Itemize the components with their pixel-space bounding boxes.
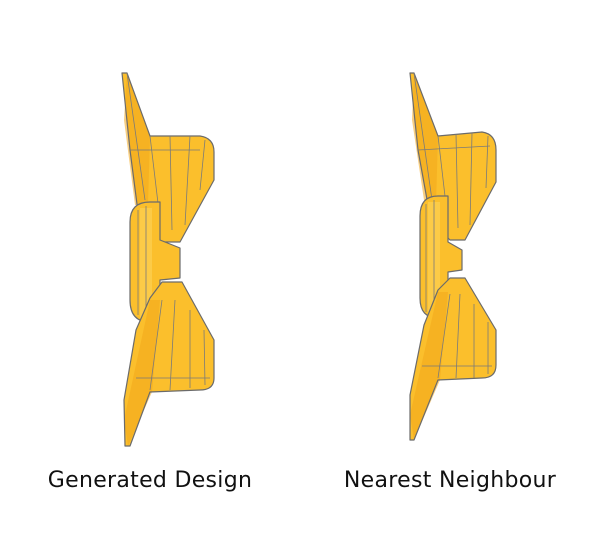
nearest-neighbour-figure [300,0,600,550]
generated-design-caption: Generated Design [47,468,253,493]
nearest-neighbour-caption: Nearest Neighbour [343,468,557,493]
sheet-metal-part-generated [121,72,215,447]
generated-design-figure [121,72,215,447]
generated-design-drawing [121,72,215,447]
nearest-neighbour-drawing [409,72,497,441]
sheet-metal-part-nearest [409,72,497,441]
